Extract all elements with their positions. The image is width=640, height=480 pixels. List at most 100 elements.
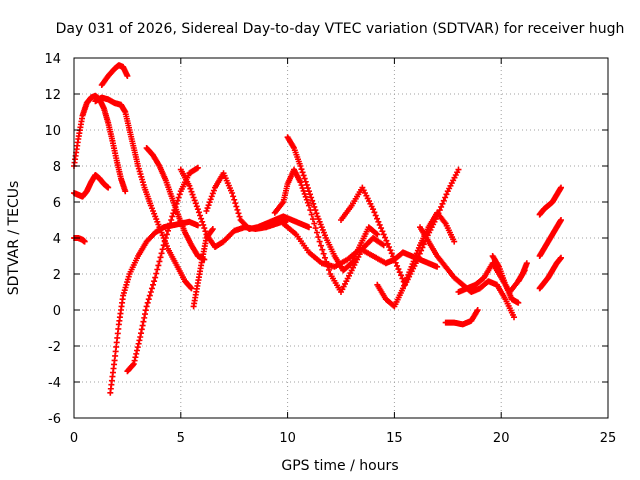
series-sat-w (536, 217, 565, 259)
data-point (451, 238, 458, 245)
data-point (511, 314, 518, 321)
data-point (313, 210, 320, 217)
data-point (175, 194, 182, 201)
data-point (399, 275, 406, 282)
data-point (210, 187, 217, 194)
data-point (197, 212, 204, 219)
data-point (192, 200, 199, 207)
data-point (188, 285, 195, 292)
data-point (320, 250, 327, 257)
data-point (376, 221, 383, 228)
data-point (304, 185, 311, 192)
series-sat-k (203, 170, 312, 232)
data-point (190, 194, 197, 201)
data-point (232, 200, 239, 207)
data-point (201, 225, 208, 232)
data-point (299, 185, 306, 192)
data-point (395, 266, 402, 273)
data-point (558, 217, 565, 223)
tick-layer: 0 5 10 15 20 25 -6 -4 -2 0 2 4 6 8 10 12 14 (44, 52, 616, 446)
data-point (325, 266, 332, 273)
data-point (236, 213, 243, 220)
data-point (132, 354, 139, 361)
data-point (311, 203, 318, 210)
data-point (157, 254, 164, 261)
series-sat-o (338, 166, 462, 288)
data-point (300, 187, 307, 194)
series-sat-r (442, 307, 481, 328)
data-point (558, 184, 565, 191)
data-point (371, 209, 378, 216)
data-point (384, 240, 391, 247)
data-point (301, 175, 308, 182)
data-point (394, 262, 401, 269)
data-point (387, 247, 394, 254)
data-point (146, 292, 153, 299)
x-tick-label: 20 (493, 431, 510, 446)
data-point (191, 197, 198, 204)
data-point (235, 210, 242, 217)
data-point (523, 260, 530, 267)
data-point (148, 285, 155, 292)
data-point (194, 206, 201, 213)
data-point (302, 178, 309, 185)
data-point (374, 231, 381, 238)
data-point (162, 235, 169, 241)
data-point (189, 191, 196, 198)
data-point (159, 246, 166, 253)
data-point (347, 261, 354, 268)
data-point (305, 202, 312, 209)
data-point (308, 194, 315, 201)
data-point (203, 208, 210, 214)
data-point (380, 231, 387, 238)
data-point (373, 230, 380, 237)
y-tick-label: -2 (48, 340, 61, 355)
data-point (307, 191, 314, 198)
y-tick-label: -4 (48, 376, 61, 391)
x-axis-label: GPS time / hours (281, 458, 398, 474)
data-point (144, 299, 151, 306)
data-point (150, 281, 157, 288)
series-sat-x (515, 260, 530, 285)
data-point (298, 182, 305, 189)
data-point (124, 73, 131, 79)
y-tick-label: -6 (48, 412, 61, 427)
data-point (160, 242, 167, 249)
data-point (297, 163, 304, 169)
data-point (134, 347, 141, 354)
data-point (443, 191, 450, 198)
series-sat-v (536, 254, 565, 292)
data-point (317, 242, 324, 249)
data-point (188, 188, 195, 195)
data-point (199, 218, 206, 225)
data-point (142, 307, 149, 314)
data-point (134, 344, 141, 351)
data-point (374, 215, 381, 222)
data-point (386, 244, 393, 250)
data-point (313, 229, 320, 236)
data-point (382, 234, 389, 241)
y-tick-label: 8 (53, 160, 61, 175)
data-point (205, 202, 212, 209)
data-point (233, 203, 240, 210)
series-sat-a (71, 92, 129, 195)
y-tick-label: 10 (44, 124, 61, 139)
data-point (163, 231, 170, 238)
series-sat-g (124, 164, 201, 375)
data-layer (71, 62, 565, 396)
data-point (298, 166, 305, 173)
x-tick-label: 15 (386, 431, 403, 446)
data-point (208, 193, 215, 200)
data-point (315, 234, 322, 241)
data-point (122, 188, 129, 195)
data-point (455, 166, 462, 173)
data-point (370, 206, 377, 213)
data-point (138, 326, 145, 333)
data-point (474, 307, 481, 313)
x-tick-label: 25 (600, 431, 617, 446)
series-sat-i (177, 166, 291, 250)
data-point (302, 193, 309, 200)
data-point (316, 238, 323, 245)
data-point (169, 213, 176, 220)
data-point (200, 221, 207, 228)
